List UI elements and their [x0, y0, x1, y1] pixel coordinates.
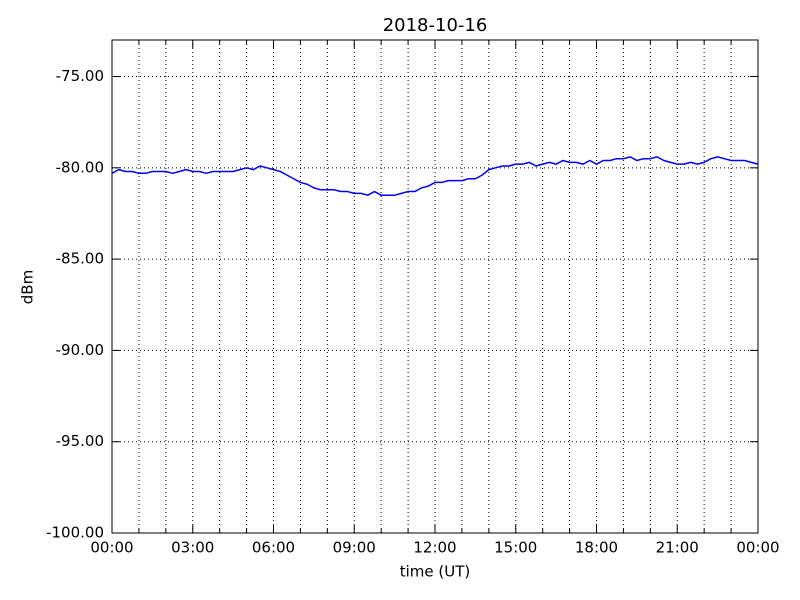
x-tick-label: 00:00 — [736, 539, 779, 557]
x-tick-label: 21:00 — [656, 539, 699, 557]
y-tick-label: -90.00 — [56, 341, 104, 359]
chart-title: 2018-10-16 — [383, 15, 488, 36]
y-axis-label: dBm — [19, 270, 37, 304]
y-tick-label: -85.00 — [56, 250, 104, 268]
y-tick-label: -75.00 — [56, 67, 104, 85]
x-tick-label: 12:00 — [413, 539, 456, 557]
x-axis-label: time (UT) — [400, 563, 471, 581]
x-tick-label: 00:00 — [90, 539, 133, 557]
x-tick-label: 09:00 — [333, 539, 376, 557]
y-tick-label: -80.00 — [56, 158, 104, 176]
y-tick-label: -100.00 — [46, 524, 104, 542]
y-tick-label: -95.00 — [56, 432, 104, 450]
x-tick-label: 03:00 — [171, 539, 214, 557]
x-tick-label: 18:00 — [575, 539, 618, 557]
x-tick-label: 15:00 — [494, 539, 537, 557]
data-line — [111, 156, 759, 196]
plot-frame — [111, 39, 759, 534]
x-tick-label: 06:00 — [252, 539, 295, 557]
